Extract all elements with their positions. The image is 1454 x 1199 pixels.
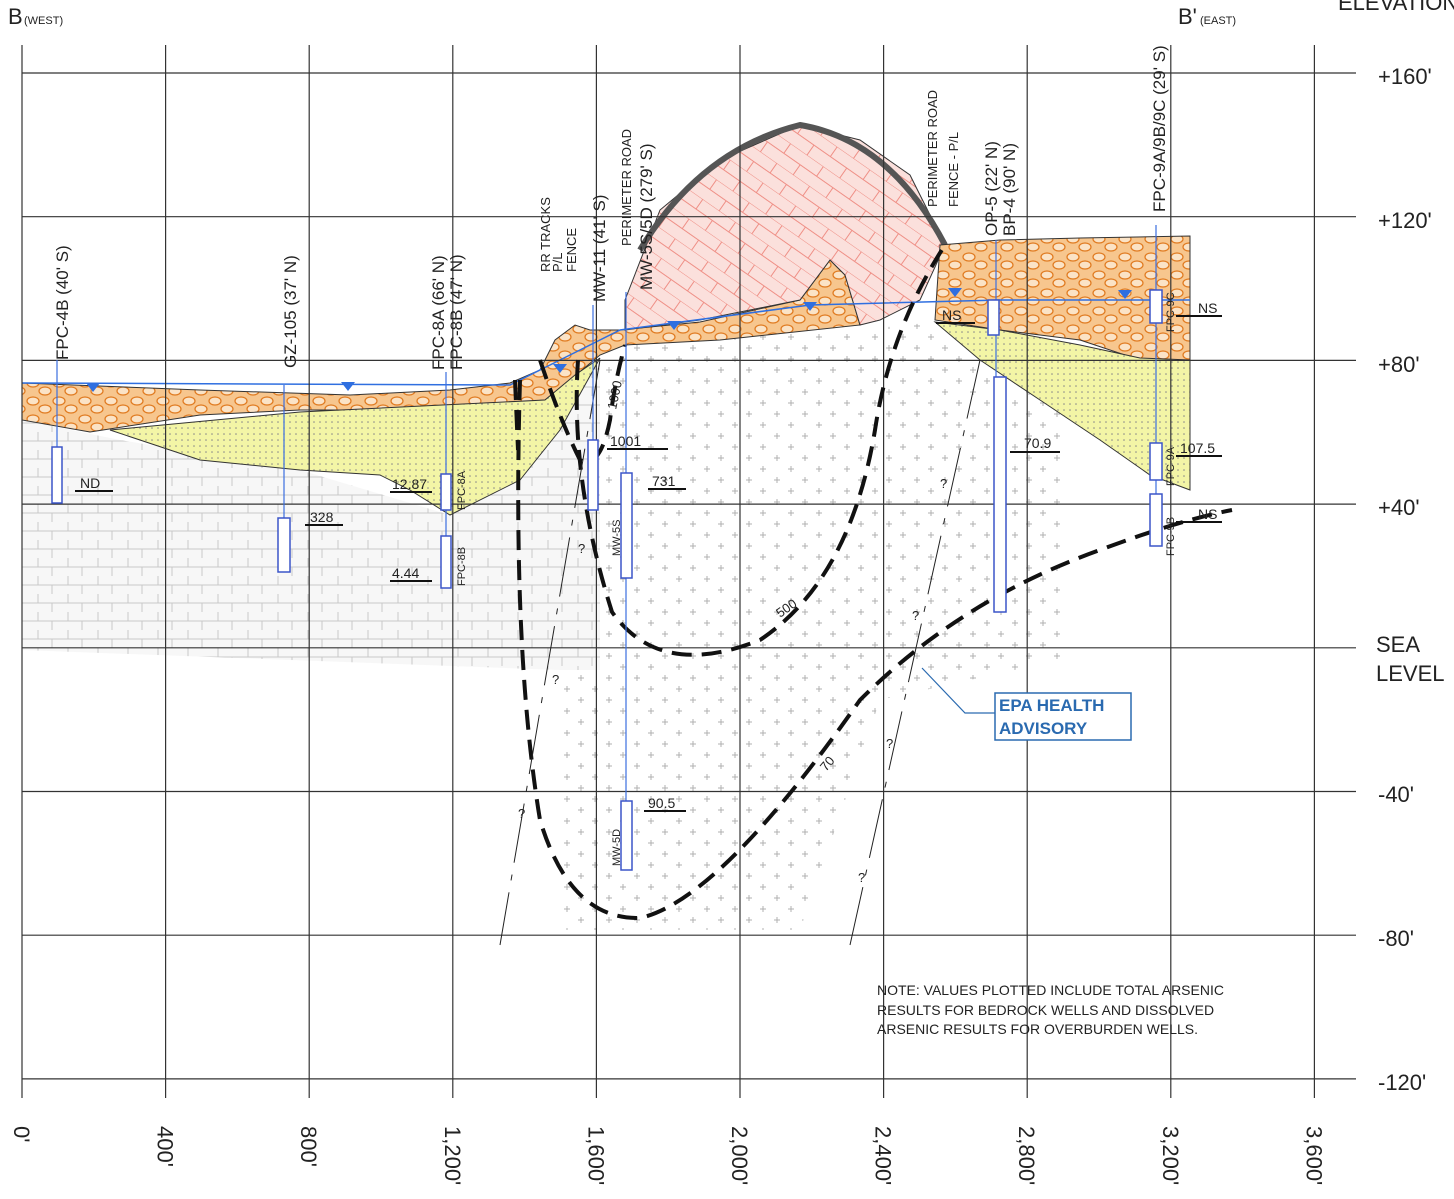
- bedrock: [560, 322, 1060, 930]
- well-label: BP-4 (90' N): [1000, 143, 1019, 236]
- well-screen: [278, 518, 290, 572]
- note-line: ARSENIC RESULTS FOR OVERBURDEN WELLS.: [877, 1021, 1198, 1037]
- distance-label: 800': [296, 1126, 321, 1167]
- distance-label: 2,000': [727, 1126, 752, 1185]
- well-screen: [588, 440, 598, 510]
- screen-label: FPC-9B: [1165, 517, 1177, 556]
- screen-label: FPC-9A: [1165, 446, 1177, 486]
- screen-label: FPC-9C: [1165, 292, 1177, 332]
- well-label: FPC-8B (47' N): [447, 254, 466, 370]
- well-screen: [441, 536, 451, 588]
- well-label: FPC-4B (40' S): [53, 245, 72, 360]
- note-line: NOTE: VALUES PLOTTED INCLUDE TOTAL ARSEN…: [877, 982, 1224, 998]
- result-value: ND: [80, 475, 100, 491]
- screen-label: MW-5S: [611, 520, 623, 556]
- well-screen: [1150, 443, 1162, 480]
- result-value: 90.5: [648, 795, 675, 811]
- distance-label: 400': [153, 1126, 178, 1167]
- screen-label: FPC-8A: [456, 470, 468, 510]
- section-west: B: [8, 4, 23, 29]
- unknown-mark: ?: [578, 541, 585, 556]
- elevation-label: +40': [1378, 495, 1420, 520]
- result-value: 328: [310, 509, 334, 525]
- well-screen: [441, 474, 451, 510]
- feature-label: PERIMETER ROAD: [619, 129, 634, 246]
- screen-label: FPC-8B: [456, 547, 468, 586]
- distance-label: 1,600': [583, 1126, 608, 1185]
- well-screen: [994, 377, 1006, 612]
- section-east-note: (EAST): [1200, 15, 1236, 27]
- result-value: 1001: [610, 433, 641, 449]
- unknown-mark: ?: [518, 806, 525, 821]
- result-value: 731: [652, 473, 676, 489]
- result-value: 12.87: [392, 476, 427, 492]
- well-screen: [1150, 290, 1162, 323]
- section-east: B': [1178, 4, 1197, 29]
- landfill: [625, 125, 945, 330]
- result-value: NS: [1198, 506, 1217, 522]
- elevation-label: +160': [1378, 64, 1432, 89]
- unknown-mark: ?: [858, 870, 865, 885]
- distance-label: 1,200': [440, 1126, 465, 1185]
- well-label: MW-11 (41' S): [590, 195, 609, 302]
- well-screen: [52, 447, 62, 503]
- elevation-label: -40': [1378, 782, 1414, 807]
- well-label: FPC-9A/9B/9C (29' S): [1150, 45, 1169, 212]
- distance-label: 3,600': [1301, 1126, 1326, 1185]
- well-label: MW-5S/5D (279' S): [637, 143, 656, 290]
- distance-label: 0': [9, 1126, 34, 1142]
- feature-label: FENCE: [564, 228, 579, 272]
- well-screen: [1150, 494, 1162, 546]
- callout-text: ADVISORY: [999, 719, 1088, 738]
- result-value: 107.5: [1180, 440, 1215, 456]
- elevation-title: ELEVATION: [1338, 0, 1454, 15]
- unknown-mark: ?: [912, 608, 919, 623]
- result-value: 70.9: [1024, 435, 1051, 451]
- well-label: FPC-8A (66' N): [429, 255, 448, 370]
- well-screen: [988, 300, 999, 335]
- unknown-mark: ?: [886, 736, 893, 751]
- result-value: NS: [1198, 300, 1217, 316]
- well-label: GZ-105 (37' N): [281, 255, 300, 368]
- distance-label: 3,200': [1158, 1126, 1183, 1185]
- callout-text: EPA HEALTH: [999, 696, 1104, 715]
- unknown-mark: ?: [940, 476, 947, 491]
- well-label: OP-5 (22' N): [982, 141, 1001, 236]
- feature-label: FENCE - P/L: [946, 132, 961, 207]
- elevation-label: -80': [1378, 926, 1414, 951]
- feature-label: P/L: [550, 252, 565, 272]
- result-value: NS: [942, 307, 961, 323]
- note-line: RESULTS FOR BEDROCK WELLS AND DISSOLVED: [877, 1002, 1214, 1018]
- unknown-mark: ?: [552, 672, 559, 687]
- result-value: 4.44: [392, 565, 419, 581]
- feature-label: PERIMETER ROAD: [925, 90, 940, 207]
- screen-label: MW-5D: [611, 829, 623, 866]
- sea-level-label: LEVEL: [1376, 661, 1445, 686]
- distance-label: 2,400': [871, 1126, 896, 1185]
- cross-section: B (WEST) B' (EAST) ELEVATION +160' +120'…: [0, 0, 1454, 1199]
- sea-level-label: SEA: [1376, 632, 1420, 657]
- elevation-label: +80': [1378, 352, 1420, 377]
- section-west-note: (WEST): [24, 15, 63, 27]
- distance-label: 2,800': [1014, 1126, 1039, 1185]
- elevation-label: +120': [1378, 208, 1432, 233]
- elevation-label: -120': [1378, 1070, 1426, 1095]
